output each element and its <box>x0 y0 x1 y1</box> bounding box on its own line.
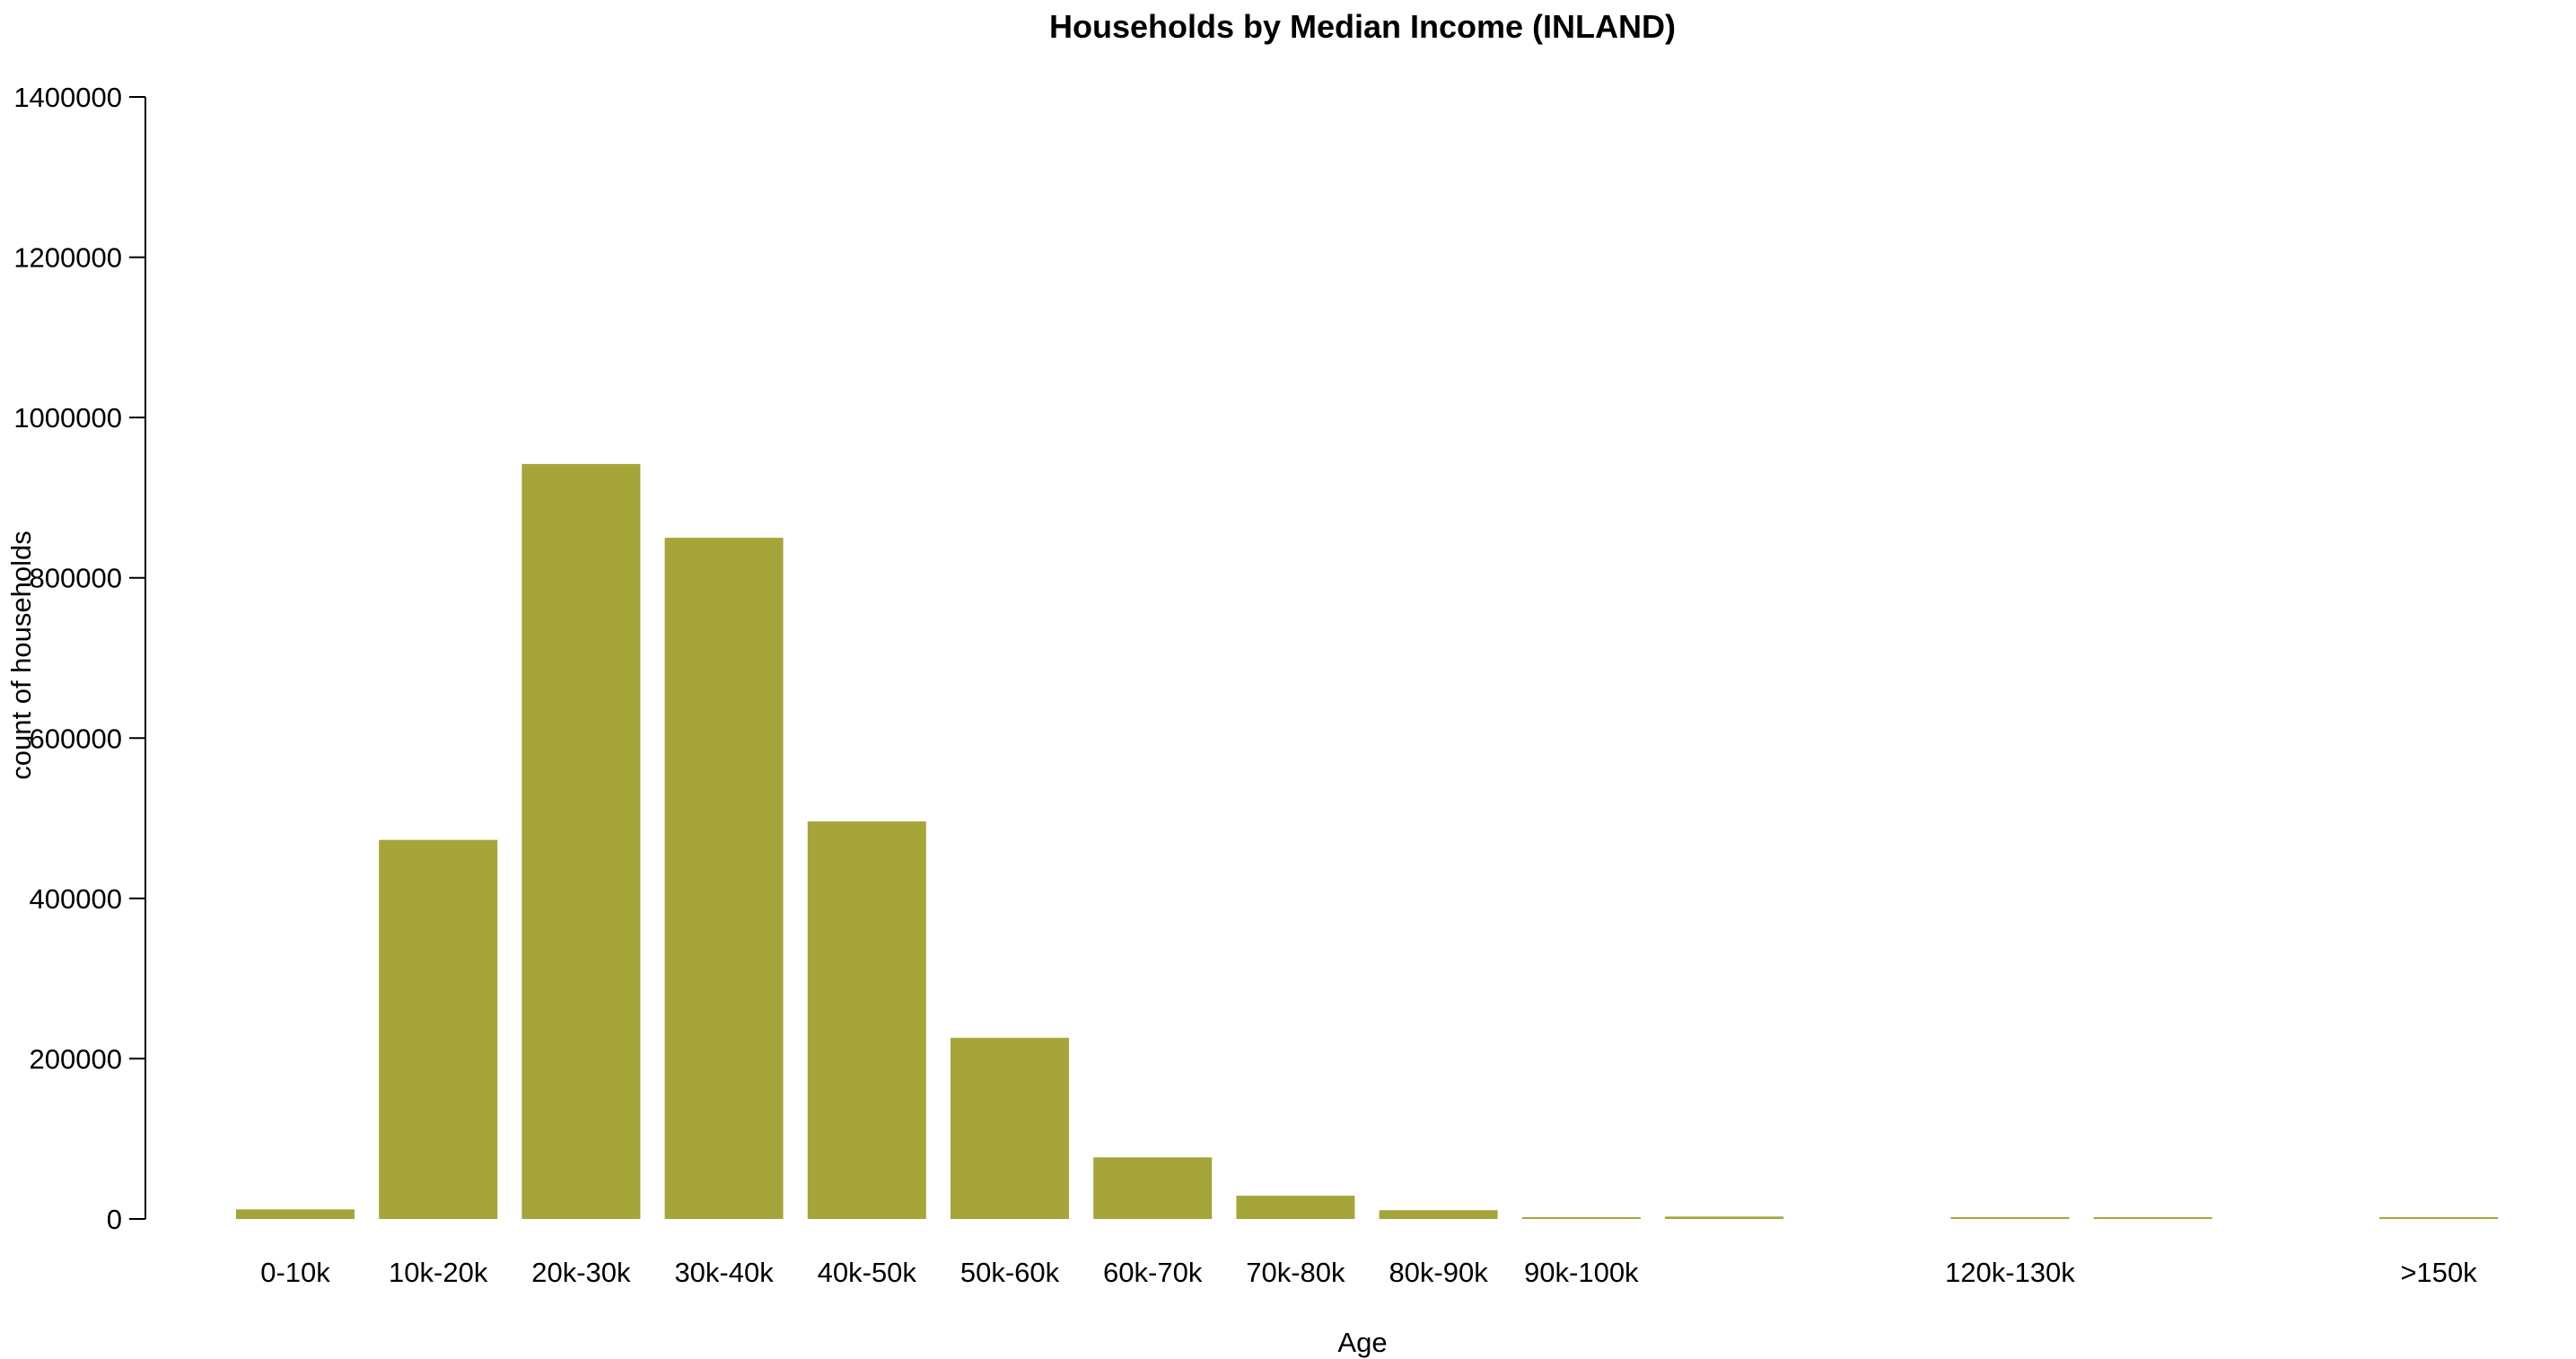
y-tick-label-1400000: 1400000 <box>13 82 122 113</box>
x-tick-label-0-10k: 0-10k <box>260 1257 330 1288</box>
y-tick-label-800000: 800000 <box>30 563 122 594</box>
y-tick-label-400000: 400000 <box>30 883 122 915</box>
y-axis-label: count of households <box>5 530 37 780</box>
bar-40k-50k <box>807 821 926 1219</box>
bar-30k-40k <box>664 538 784 1219</box>
x-tick-label-20k-30k: 20k-30k <box>531 1257 631 1288</box>
bar-90k-100k <box>1521 1217 1641 1219</box>
x-tick-label-120k-130k: 120k-130k <box>1945 1257 2075 1288</box>
bar-130k-140k <box>2093 1217 2212 1219</box>
bar-50k-60k <box>951 1038 1069 1219</box>
x-tick-label-30k-40k: 30k-40k <box>674 1257 774 1288</box>
y-tick-label-1000000: 1000000 <box>13 402 122 434</box>
x-tick-label-60k-70k: 60k-70k <box>1103 1257 1203 1288</box>
bar-10k-20k <box>379 839 498 1219</box>
x-tick-label-40k-50k: 40k-50k <box>818 1257 917 1288</box>
x-axis-label: Age <box>1337 1327 1387 1358</box>
bar-70k-80k <box>1236 1196 1355 1219</box>
y-tick-label-200000: 200000 <box>30 1043 122 1074</box>
bar-0-10k <box>236 1209 355 1219</box>
y-tick-label-600000: 600000 <box>30 723 122 754</box>
x-tick-label-90k-100k: 90k-100k <box>1524 1257 1639 1288</box>
y-tick-label-1200000: 1200000 <box>13 242 122 274</box>
bar-20k-30k <box>521 463 641 1219</box>
bar-100k-110k <box>1665 1216 1783 1219</box>
bar-60k-70k <box>1093 1157 1213 1220</box>
chart-title: Households by Median Income (INLAND) <box>1049 8 1676 45</box>
y-tick-label-0: 0 <box>107 1204 122 1235</box>
x-tick-label-80k-90k: 80k-90k <box>1389 1257 1488 1288</box>
bar-120k-130k <box>1950 1217 2070 1219</box>
bar-80k-90k <box>1379 1210 1498 1219</box>
bar->150k <box>2379 1217 2498 1219</box>
x-tick-label-10k-20k: 10k-20k <box>389 1257 488 1288</box>
x-tick-label-70k-80k: 70k-80k <box>1246 1257 1345 1288</box>
x-tick-label-50k-60k: 50k-60k <box>960 1257 1060 1288</box>
x-tick-label->150k: >150k <box>2400 1257 2477 1288</box>
